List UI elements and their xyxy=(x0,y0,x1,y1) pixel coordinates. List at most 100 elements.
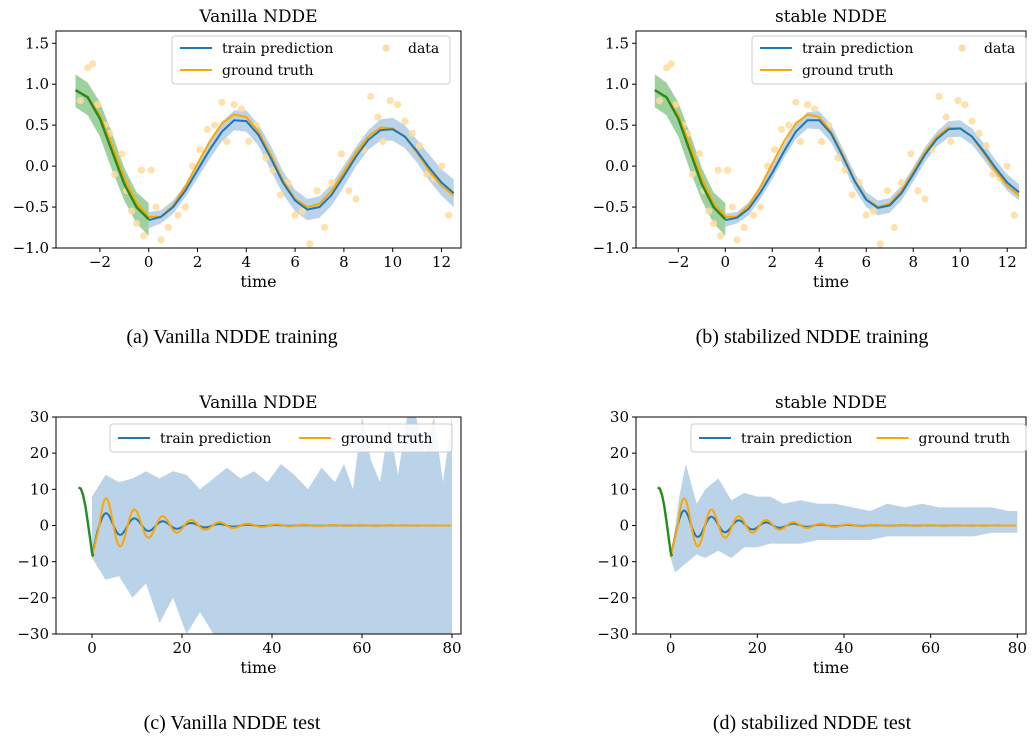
x-tick-label: 6 xyxy=(290,253,300,271)
y-tick-label: −20 xyxy=(17,589,49,607)
data-point xyxy=(662,64,671,72)
plot-frame xyxy=(635,30,1027,249)
legend-label: ground truth xyxy=(341,431,433,447)
data-point xyxy=(262,154,270,162)
y-tick-label: 30 xyxy=(610,408,629,426)
data-point xyxy=(1010,211,1018,219)
x-tick-label: 60 xyxy=(352,639,371,657)
x-tick-label: 2 xyxy=(193,253,203,271)
series-line-train-prediction xyxy=(148,119,455,222)
data-point xyxy=(841,166,849,174)
x-tick-label: 80 xyxy=(442,639,461,657)
data-point xyxy=(897,178,906,187)
data-point xyxy=(352,195,360,203)
data-point xyxy=(320,223,328,232)
data-point xyxy=(147,166,155,174)
series-line-ground-truth xyxy=(91,497,452,558)
y-tick-label: 20 xyxy=(30,444,49,462)
x-axis-label: time xyxy=(813,272,849,291)
x-tick-label: 60 xyxy=(921,639,940,657)
plot-area xyxy=(74,60,455,248)
panel-stable-test: 0 20 40 60 80 −30 −20 −10 0 10 20 30 stable NDDE time… xyxy=(597,393,1027,677)
caption-c: (c) Vanilla NDDE test xyxy=(144,712,321,734)
data-point xyxy=(796,137,805,146)
data-point xyxy=(379,137,387,146)
data-point xyxy=(174,211,182,219)
data-point xyxy=(771,146,779,154)
data-point xyxy=(862,211,870,219)
data-point xyxy=(921,195,929,203)
data-point xyxy=(157,236,165,244)
data-point xyxy=(688,170,697,178)
data-point xyxy=(695,150,704,158)
legend-box xyxy=(171,35,451,85)
legend-label: train prediction xyxy=(160,431,271,447)
y-tick-label: 0 xyxy=(39,517,49,535)
x-tick-label: 20 xyxy=(172,639,191,657)
history-band xyxy=(75,74,149,236)
uncertainty-band xyxy=(148,110,454,229)
y-tick-label: 1.5 xyxy=(605,34,629,52)
caption-b: (b) stabilized NDDE training xyxy=(696,326,929,348)
data-point xyxy=(164,223,172,232)
panel-stable-training: −2 0 2 4 6 8 10 12 −1.0 −0.5 0.0 0.5 1.0 1.5 stable ND… xyxy=(593,7,1027,291)
data-point xyxy=(337,150,346,158)
data-point xyxy=(778,125,786,133)
data-point xyxy=(834,154,842,162)
data-point xyxy=(655,97,664,105)
data-point xyxy=(709,219,718,227)
x-tick-label: −2 xyxy=(667,253,689,271)
data-point xyxy=(196,146,204,154)
x-tick-label: 0 xyxy=(721,253,731,271)
legend-marker-data xyxy=(958,44,966,52)
data-point xyxy=(140,232,148,240)
series-line-ground-truth xyxy=(669,497,1017,558)
data-point xyxy=(961,101,969,109)
data-point xyxy=(298,207,306,215)
chart-title: Vanilla NDDE xyxy=(198,393,317,413)
data-point xyxy=(1003,162,1011,170)
data-point xyxy=(313,187,321,195)
y-tick-label: 0.5 xyxy=(605,116,629,134)
data-point xyxy=(218,98,226,106)
data-point xyxy=(728,203,736,211)
data-point xyxy=(818,137,826,146)
uncertainty-band xyxy=(670,464,1018,573)
y-tick-label: 1.5 xyxy=(25,34,49,52)
data-point xyxy=(975,129,983,137)
data-point xyxy=(749,211,758,219)
caption-a: (a) Vanilla NDDE training xyxy=(126,326,337,348)
data-point xyxy=(982,142,990,150)
data-point xyxy=(803,101,812,109)
legend-label: train prediction xyxy=(222,41,333,57)
data-point xyxy=(276,191,285,199)
plot-frame xyxy=(55,30,462,249)
data-point xyxy=(792,98,800,106)
series-line-history xyxy=(74,88,150,221)
x-tick-label: 0 xyxy=(144,253,154,271)
data-point xyxy=(883,187,892,195)
x-tick-label: 12 xyxy=(998,253,1017,271)
legend-label: ground truth xyxy=(802,63,894,79)
panel-vanilla-test: 0 20 40 60 80 −30 −20 −10 0 10 20 30 Vanilla NDDE tim… xyxy=(17,393,461,677)
data-point xyxy=(84,64,92,72)
caption-d: (d) stabilized NDDE test xyxy=(713,712,912,734)
data-point xyxy=(408,129,416,137)
plot-area xyxy=(654,60,1020,248)
data-point xyxy=(947,137,955,146)
legend-label: data xyxy=(984,41,1015,57)
data-point xyxy=(245,137,253,146)
data-point xyxy=(230,101,238,109)
legend-label: data xyxy=(408,41,439,57)
data-point xyxy=(89,60,97,68)
data-point xyxy=(423,170,431,178)
y-tick-label: −1.0 xyxy=(593,239,629,257)
data-point xyxy=(223,137,231,146)
x-tick-label: 80 xyxy=(1008,639,1027,657)
data-point xyxy=(935,92,943,101)
y-tick-label: −0.5 xyxy=(13,198,49,216)
data-point xyxy=(811,105,819,113)
y-tick-label: 0.0 xyxy=(605,157,629,175)
legend-box xyxy=(690,423,1027,453)
